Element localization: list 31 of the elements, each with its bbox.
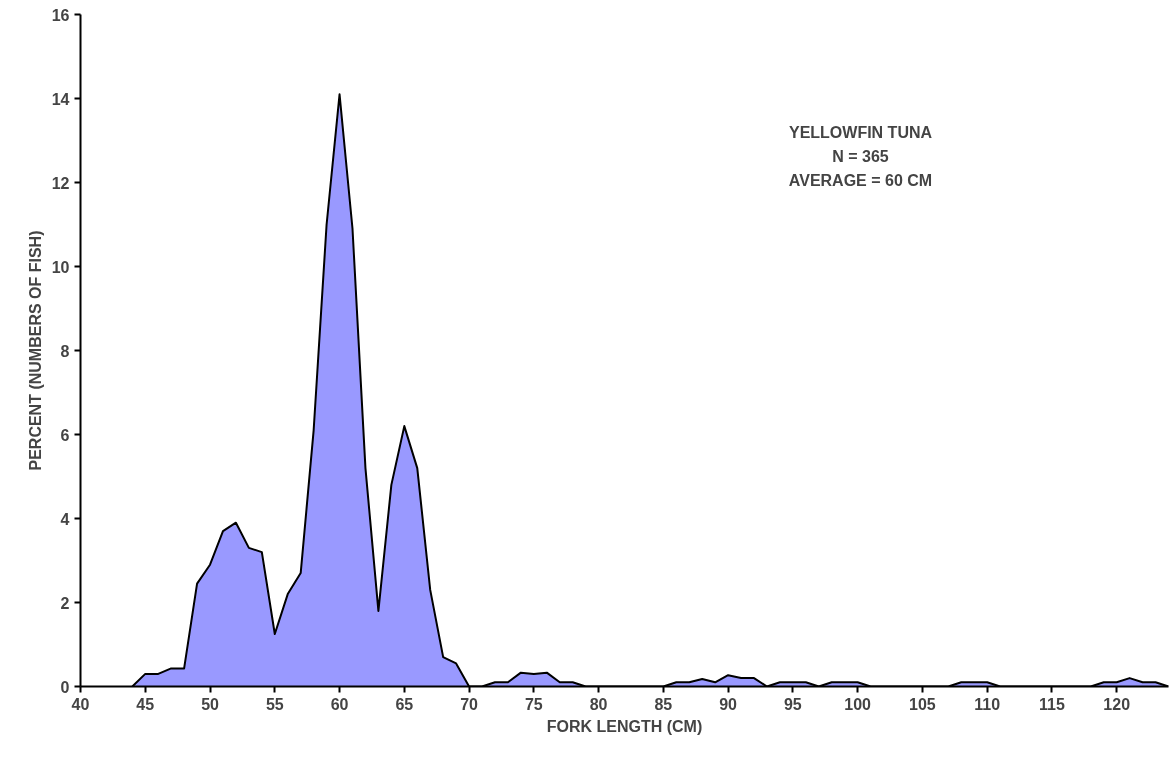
y-tick-label: 0 xyxy=(60,678,70,696)
x-tick-label: 55 xyxy=(265,695,284,713)
annotation: YELLOWFIN TUNA xyxy=(788,123,933,141)
x-tick-label: 40 xyxy=(71,695,90,713)
x-tick-label: 75 xyxy=(524,695,543,713)
y-tick-label: 12 xyxy=(51,174,70,192)
x-tick-label: 95 xyxy=(783,695,802,713)
x-tick-label: 60 xyxy=(330,695,349,713)
x-tick-label: 85 xyxy=(654,695,673,713)
x-tick-label: 45 xyxy=(136,695,155,713)
x-tick-label: 90 xyxy=(719,695,738,713)
y-tick-label: 16 xyxy=(51,6,70,24)
y-tick-label: 8 xyxy=(60,342,70,360)
y-tick-label: 4 xyxy=(60,510,70,528)
x-tick-label: 50 xyxy=(201,695,220,713)
annotation: N = 365 xyxy=(832,147,889,165)
y-axis-title: PERCENT (NUMBERS OF FISH) xyxy=(26,230,44,471)
y-tick-label: 6 xyxy=(60,426,70,444)
y-tick-label: 10 xyxy=(51,258,70,276)
x-tick-label: 65 xyxy=(395,695,414,713)
x-tick-label: 70 xyxy=(460,695,479,713)
x-tick-label: 120 xyxy=(1103,695,1131,713)
x-tick-label: 80 xyxy=(589,695,608,713)
y-tick-label: 14 xyxy=(51,90,70,108)
x-tick-label: 110 xyxy=(974,695,1001,713)
annotation: AVERAGE = 60 CM xyxy=(788,171,933,189)
x-tick-label: 115 xyxy=(1039,695,1065,713)
y-tick-label: 2 xyxy=(60,594,70,612)
x-tick-label: 105 xyxy=(909,695,936,713)
x-axis-title: FORK LENGTH (CM) xyxy=(546,717,703,735)
x-tick-label: 100 xyxy=(844,695,872,713)
